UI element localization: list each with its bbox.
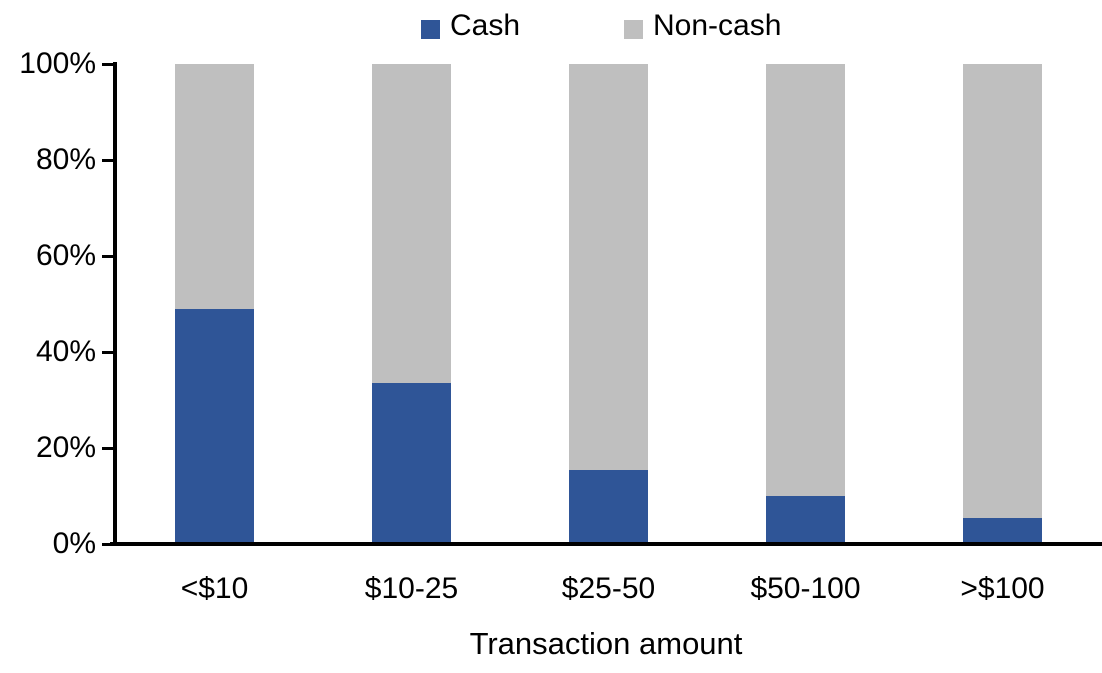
bar-100 bbox=[963, 64, 1042, 545]
x-axis-tick-label: $50-100 bbox=[750, 572, 861, 605]
y-tick-mark bbox=[102, 254, 114, 258]
legend-item-non-cash: Non-cash bbox=[624, 10, 781, 42]
bar-segment-non-cash-25-50 bbox=[569, 64, 648, 470]
legend-swatch-icon-cash bbox=[421, 20, 440, 39]
x-axis-line bbox=[110, 542, 1102, 546]
y-tick-mark bbox=[102, 446, 114, 450]
y-axis-tick-label: 40% bbox=[35, 335, 96, 368]
x-axis-tick-label: $10-25 bbox=[364, 572, 459, 605]
bar-segment-non-cash-10 bbox=[175, 64, 254, 309]
bar-10-25 bbox=[372, 64, 451, 545]
bar-25-50 bbox=[569, 64, 648, 545]
legend-label: Cash bbox=[450, 9, 521, 42]
bar-segment-cash-25-50 bbox=[569, 469, 648, 544]
bar-segment-cash-100 bbox=[963, 517, 1042, 544]
x-axis-tick-label: >$100 bbox=[960, 572, 1045, 605]
x-axis-title: Transaction amount bbox=[469, 626, 743, 661]
bar-segment-non-cash-10-25 bbox=[372, 64, 451, 384]
bar-10 bbox=[175, 64, 254, 545]
bar-segment-cash-50-100 bbox=[766, 496, 845, 544]
legend-label: Non-cash bbox=[653, 9, 782, 42]
y-tick-mark bbox=[102, 158, 114, 162]
y-tick-mark bbox=[102, 542, 114, 546]
chart-legend: Cash Non-cash bbox=[0, 10, 1102, 44]
y-axis-tick-label: 100% bbox=[19, 47, 96, 80]
legend-item-cash: Cash bbox=[421, 10, 520, 42]
bar-segment-non-cash-100 bbox=[963, 64, 1042, 518]
y-axis-tick-label: 0% bbox=[52, 527, 96, 560]
y-axis-line bbox=[113, 62, 117, 546]
y-axis-tick-label: 60% bbox=[35, 239, 96, 272]
y-axis-tick-label: 20% bbox=[35, 431, 96, 464]
x-axis-tick-label: $25-50 bbox=[561, 572, 656, 605]
bar-50-100 bbox=[766, 64, 845, 545]
x-axis-tick-label: <$10 bbox=[180, 572, 249, 605]
y-tick-mark bbox=[102, 350, 114, 354]
bar-segment-cash-10 bbox=[175, 308, 254, 544]
bar-segment-cash-10-25 bbox=[372, 383, 451, 544]
legend-swatch-icon-non-cash bbox=[624, 20, 643, 39]
y-axis-tick-label: 80% bbox=[35, 143, 96, 176]
bar-segment-non-cash-50-100 bbox=[766, 64, 845, 496]
y-tick-mark bbox=[102, 62, 114, 66]
